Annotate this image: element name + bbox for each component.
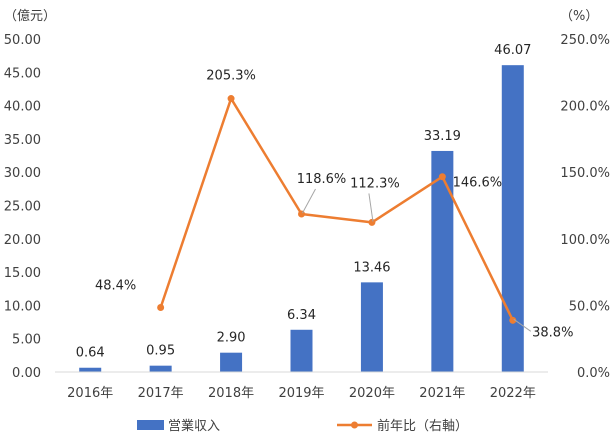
right-tick-label: 150.0% xyxy=(560,166,610,181)
legend-swatch-bar xyxy=(137,420,164,430)
legend-swatch-marker xyxy=(351,421,358,429)
left-axis-unit: （億元） xyxy=(4,8,56,24)
bar-series xyxy=(79,65,524,372)
left-tick-label: 10.00 xyxy=(4,299,41,314)
line-point xyxy=(157,304,165,312)
label-leader-line xyxy=(302,188,316,214)
line-point xyxy=(438,173,446,181)
bar-value-label: 46.07 xyxy=(494,43,531,58)
bar-value-label: 6.34 xyxy=(287,308,316,323)
line-point xyxy=(227,95,235,103)
left-tick-label: 45.00 xyxy=(4,66,41,81)
bar-value-label: 0.64 xyxy=(76,346,105,361)
x-tick-label: 2020年 xyxy=(349,386,395,401)
line-value-label: 205.3% xyxy=(206,69,256,84)
bar-value-label: 13.46 xyxy=(353,260,390,275)
bar xyxy=(79,367,102,372)
x-tick-label: 2017年 xyxy=(138,386,184,401)
right-axis-unit: （%） xyxy=(560,9,598,24)
data-labels: 0.64 0.95 2.90 6.34 13.46 33.19 46.07 48.4% 205.… xyxy=(76,43,574,361)
line-value-label: 112.3% xyxy=(350,176,400,191)
left-tick-label: 5.00 xyxy=(12,333,41,348)
left-tick-label: 25.00 xyxy=(4,200,41,215)
right-tick-label: 200.0% xyxy=(560,100,610,115)
label-leader-line xyxy=(513,318,532,332)
left-tick-label: 35.00 xyxy=(4,133,41,148)
axes: 0.00 5.00 10.00 15.00 20.00 25.00 30.00 35.00 40… xyxy=(4,33,610,401)
bar xyxy=(431,150,454,372)
bar xyxy=(290,329,313,372)
line-value-label: 146.6% xyxy=(453,176,503,191)
legend-label-bar: 営業収入 xyxy=(168,418,220,434)
bar-value-label: 2.90 xyxy=(217,331,246,346)
line-series xyxy=(157,95,517,324)
right-tick-label: 250.0% xyxy=(560,33,610,48)
left-tick-label: 0.00 xyxy=(12,366,41,381)
legend-label-line: 前年比（右軸） xyxy=(377,418,468,434)
x-tick-label: 2016年 xyxy=(67,386,113,401)
bar xyxy=(501,65,524,372)
label-leader-line xyxy=(368,193,374,222)
left-tick-label: 15.00 xyxy=(4,266,41,281)
right-tick-label: 0.0% xyxy=(577,366,610,381)
left-tick-label: 50.00 xyxy=(4,33,41,48)
bar-value-label: 33.19 xyxy=(424,129,461,144)
line-point xyxy=(509,316,517,324)
line-path xyxy=(159,97,514,321)
bar xyxy=(149,365,172,372)
line-value-label: 48.4% xyxy=(95,279,136,294)
line-value-label: 38.8% xyxy=(532,325,573,340)
bar xyxy=(220,352,243,372)
line-point xyxy=(368,218,376,226)
line-point xyxy=(298,210,305,218)
bar-value-label: 0.95 xyxy=(146,344,175,359)
x-tick-label: 2019年 xyxy=(278,386,324,401)
left-tick-label: 30.00 xyxy=(4,166,41,181)
right-tick-label: 50.0% xyxy=(569,299,610,314)
bar xyxy=(360,282,383,372)
x-tick-label: 2018年 xyxy=(208,386,254,401)
legend: 営業収入 前年比（右軸） xyxy=(137,418,468,434)
x-tick-label: 2021年 xyxy=(419,386,465,401)
x-tick-label: 2022年 xyxy=(490,386,536,401)
right-tick-label: 100.0% xyxy=(560,233,610,248)
left-tick-label: 40.00 xyxy=(4,100,41,115)
left-tick-label: 20.00 xyxy=(4,233,41,248)
line-value-label: 118.6% xyxy=(297,172,347,187)
